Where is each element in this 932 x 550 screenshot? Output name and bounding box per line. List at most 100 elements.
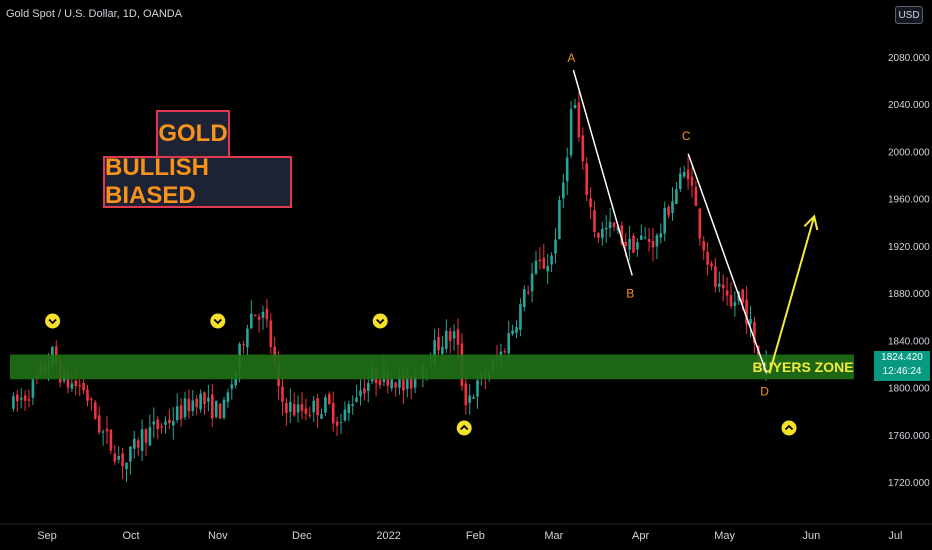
marker-circle [372, 313, 388, 329]
last-price-value: 1824.420 [881, 352, 923, 363]
x-tick-label: Apr [632, 530, 649, 542]
candle-body [97, 415, 101, 433]
candle-body [675, 189, 678, 204]
candle-body [19, 397, 23, 400]
candle-body [218, 403, 222, 419]
candle-body [597, 233, 600, 238]
candle-body [222, 399, 226, 418]
candle-body [546, 266, 549, 272]
chevron-up-icon [460, 424, 469, 431]
candle-body [78, 385, 81, 387]
candle-body [523, 289, 526, 307]
candle-body [394, 382, 397, 388]
candle-body [109, 429, 113, 451]
candle-body [195, 398, 198, 408]
candle-body [721, 284, 725, 289]
symbol-title[interactable]: Gold Spot / U.S. Dollar, 1D, OANDA [6, 8, 183, 20]
y-tick-label: 2040.000 [888, 100, 930, 111]
x-tick-label: 2022 [376, 530, 400, 542]
candle-body [133, 438, 136, 449]
candle-body [183, 398, 187, 418]
bullish-marker-icon [456, 420, 472, 436]
candle-body [690, 176, 694, 186]
candle-body [27, 399, 31, 401]
candle-body [101, 431, 105, 433]
candle-body [718, 283, 721, 287]
candle-body [445, 330, 448, 349]
candle-body [593, 210, 596, 232]
gold-label: GOLD [158, 120, 228, 147]
candle-body [519, 304, 522, 330]
y-tick-label: 1800.000 [888, 384, 930, 395]
candle-body [175, 406, 179, 421]
overlay-layer: BUYERS ZONE A B C D [45, 51, 854, 436]
candle-body [105, 428, 109, 432]
candle-body [577, 102, 581, 138]
candle-body [515, 327, 518, 333]
candle-body [343, 409, 347, 421]
candle-body [363, 388, 366, 394]
candle-body [125, 462, 128, 470]
candle-body [538, 259, 542, 262]
candle-body [686, 169, 690, 180]
wave-label-c: C [682, 129, 691, 143]
candle-body [390, 379, 393, 389]
wave-line-cd [687, 153, 768, 374]
candle-body [250, 313, 253, 329]
chevron-down-icon [376, 318, 385, 325]
candle-body [745, 299, 748, 325]
candle-body [698, 208, 702, 239]
candle-body [94, 402, 97, 419]
candle-body [148, 427, 152, 446]
candle-body [351, 404, 354, 406]
currency-button[interactable]: USD [895, 6, 923, 24]
candle-body [437, 336, 440, 351]
candle-body [640, 235, 643, 240]
candle-body [476, 380, 479, 397]
candle-body [66, 373, 70, 388]
candle-body [261, 312, 265, 318]
candle-body [733, 302, 737, 307]
y-tick-label: 2080.000 [888, 53, 930, 64]
candle-body [191, 400, 195, 411]
candle-body [304, 408, 308, 414]
candle-body [624, 242, 627, 247]
buyers-zone-band [10, 354, 854, 380]
candle-body [643, 237, 647, 239]
candle-body [199, 393, 202, 410]
candle-body [355, 397, 358, 402]
candle-body [335, 421, 339, 426]
candle-body [409, 376, 413, 389]
candle-body [179, 405, 183, 420]
candle-body [253, 314, 257, 317]
candle-body [312, 400, 315, 413]
candle-body [569, 109, 573, 156]
candle-body [172, 421, 175, 426]
bias-label: BULLISH BIASED [105, 154, 209, 209]
candle-body [230, 384, 234, 389]
x-tick-label: Jun [803, 530, 821, 542]
candle-body [121, 453, 124, 467]
candle-body [168, 419, 171, 424]
candle-body [320, 414, 323, 419]
price-axis[interactable] [864, 0, 932, 550]
y-tick-label: 2000.000 [888, 147, 930, 158]
candle-body [636, 242, 639, 250]
candle-body [359, 390, 362, 397]
chevron-down-icon [213, 318, 222, 325]
candle-body [164, 421, 167, 425]
bearish-marker-icon [210, 313, 226, 329]
y-tick-label: 1880.000 [888, 289, 930, 300]
candle-body [550, 255, 553, 265]
candle-body [472, 397, 475, 399]
candle-body [367, 383, 370, 391]
candle-body [706, 252, 709, 265]
candle-body [452, 331, 456, 339]
candle-body [530, 273, 534, 292]
candle-body [113, 453, 117, 462]
candle-body [667, 207, 670, 216]
x-tick-label: Sep [37, 530, 57, 542]
candle-body [398, 376, 401, 388]
